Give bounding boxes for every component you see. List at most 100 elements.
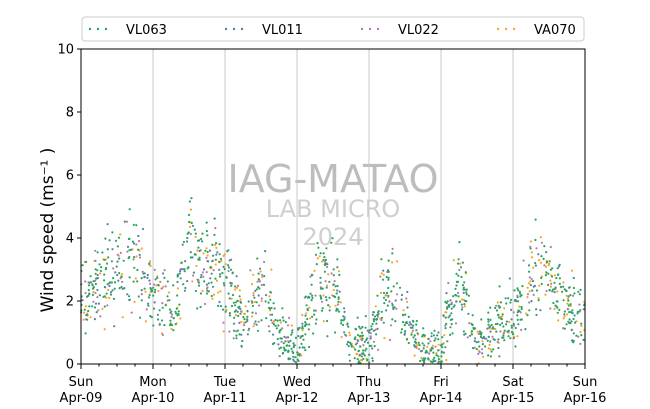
- point-vl063: [535, 289, 539, 292]
- point-vl063: [104, 237, 107, 240]
- point-vl063: [400, 298, 403, 301]
- point-vl022: [164, 285, 167, 288]
- point-va070: [340, 335, 343, 339]
- point-vl011: [434, 359, 437, 363]
- point-vl063: [296, 351, 299, 354]
- point-vl022: [252, 294, 255, 297]
- point-vl063: [510, 324, 513, 327]
- point-vl011: [388, 300, 391, 303]
- point-vl063: [325, 299, 328, 302]
- point-vl063: [334, 285, 337, 288]
- legend-marker: [512, 27, 516, 31]
- point-vl063: [351, 345, 354, 348]
- point-va070: [322, 320, 325, 323]
- point-vl063: [278, 347, 281, 350]
- point-vl063: [540, 276, 543, 280]
- point-vl063: [320, 309, 324, 312]
- point-vl063: [175, 312, 178, 315]
- point-vl063: [548, 260, 551, 263]
- point-vl063: [402, 314, 405, 317]
- point-vl063: [147, 296, 151, 299]
- point-vl063: [246, 318, 249, 321]
- point-vl022: [263, 260, 266, 264]
- watermark: IAG-MATAO LAB MICRO 2024: [227, 157, 438, 251]
- point-vl063: [277, 324, 280, 327]
- point-va070: [526, 296, 529, 299]
- point-vl063: [201, 240, 204, 243]
- point-vl022: [130, 311, 133, 314]
- point-vl011: [93, 318, 96, 321]
- point-vl011: [156, 313, 159, 316]
- point-vl063: [545, 251, 548, 254]
- point-vl022: [369, 332, 372, 335]
- point-vl063: [83, 308, 86, 311]
- point-vl022: [333, 280, 336, 283]
- point-va070: [261, 275, 264, 278]
- point-vl063: [580, 322, 583, 325]
- point-va070: [216, 291, 220, 294]
- point-vl011: [208, 249, 212, 252]
- point-vl063: [209, 265, 212, 269]
- point-vl063: [163, 276, 166, 279]
- point-vl063: [296, 353, 299, 356]
- point-vl063: [470, 330, 473, 333]
- point-vl063: [398, 286, 402, 289]
- point-vl063: [132, 223, 135, 226]
- point-va070: [133, 300, 136, 303]
- point-va070: [539, 261, 543, 264]
- point-vl063: [267, 301, 270, 304]
- point-vl063: [490, 350, 493, 353]
- point-vl063: [384, 298, 387, 302]
- point-vl022: [362, 344, 365, 347]
- point-vl063: [479, 335, 482, 338]
- point-vl011: [348, 359, 351, 362]
- point-vl063: [544, 274, 548, 277]
- point-vl022: [202, 275, 205, 278]
- point-vl063: [211, 243, 214, 246]
- x-tick-label-day: Thu: [356, 375, 381, 390]
- point-vl063: [117, 279, 120, 282]
- point-vl063: [387, 278, 390, 281]
- point-vl011: [461, 261, 464, 264]
- point-va070: [328, 305, 331, 308]
- point-vl063: [340, 319, 343, 322]
- point-vl022: [140, 293, 143, 296]
- point-va070: [239, 298, 242, 301]
- point-vl063: [255, 323, 258, 326]
- point-va070: [269, 309, 272, 312]
- point-va070: [179, 317, 182, 320]
- point-vl063: [116, 245, 119, 248]
- point-vl063: [499, 301, 502, 304]
- point-vl063: [362, 349, 365, 352]
- point-vl011: [566, 308, 570, 311]
- point-vl063: [496, 322, 499, 325]
- point-va070: [566, 302, 569, 305]
- point-vl063: [376, 314, 379, 317]
- point-vl022: [372, 340, 376, 343]
- point-vl022: [321, 300, 324, 303]
- point-vl063: [347, 325, 350, 328]
- point-vl063: [392, 285, 395, 288]
- point-vl063: [168, 299, 171, 302]
- point-vl063: [414, 341, 418, 344]
- point-vl063: [311, 274, 314, 277]
- x-tick-label-date: Apr-10: [132, 391, 175, 406]
- point-vl063: [322, 258, 325, 262]
- point-vl022: [512, 311, 515, 314]
- point-vl063: [462, 286, 465, 289]
- point-vl063: [98, 294, 101, 297]
- point-vl063: [243, 318, 246, 321]
- point-vl011: [455, 300, 458, 303]
- point-vl063: [128, 295, 131, 298]
- point-vl011: [394, 299, 397, 302]
- point-vl063: [423, 344, 426, 347]
- point-vl063: [404, 313, 407, 316]
- point-vl063: [258, 287, 261, 290]
- point-vl011: [298, 346, 301, 349]
- point-va070: [526, 286, 529, 289]
- point-vl022: [578, 303, 581, 306]
- point-vl011: [191, 256, 194, 259]
- point-vl063: [445, 307, 449, 310]
- point-vl063: [387, 276, 390, 279]
- point-vl063: [233, 316, 236, 319]
